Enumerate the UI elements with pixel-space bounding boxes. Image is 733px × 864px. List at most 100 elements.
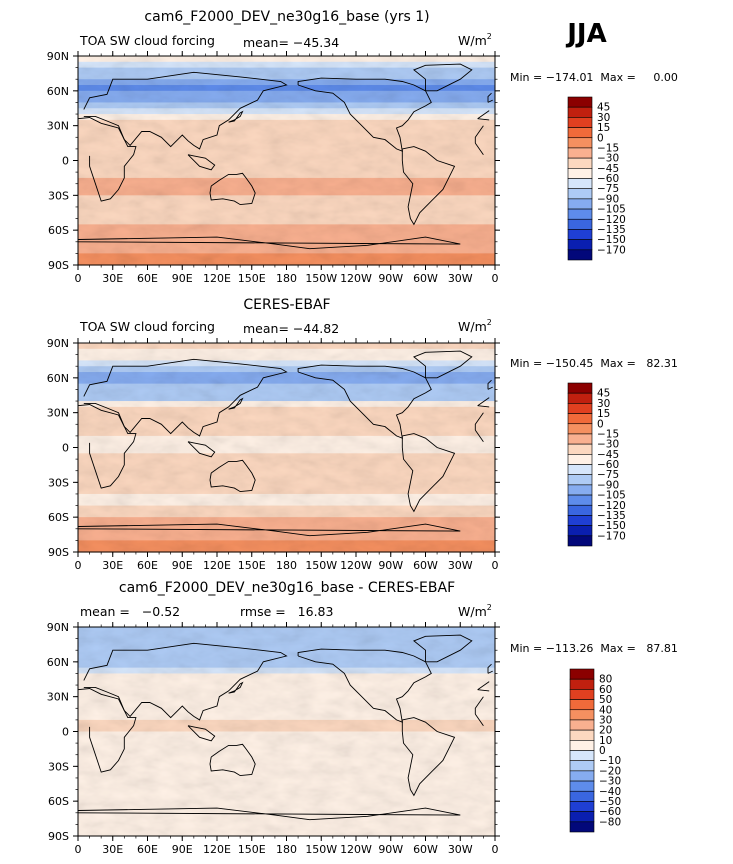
y-tick-label: 60N bbox=[47, 372, 69, 385]
panel-title: CERES-EBAF bbox=[243, 297, 330, 313]
minmax-label: Min = −113.26 Max = 87.81 bbox=[510, 642, 678, 655]
colorbar-label: −20 bbox=[599, 765, 621, 777]
lat-band bbox=[78, 667, 495, 675]
units-label: W/m2 bbox=[458, 32, 492, 48]
coastline bbox=[77, 807, 461, 821]
lat-band bbox=[78, 806, 495, 814]
colorbar-swatch bbox=[567, 157, 593, 169]
x-tick-label: 120W bbox=[340, 559, 372, 572]
lat-band bbox=[78, 389, 495, 396]
coastline bbox=[77, 236, 461, 250]
y-tick-label: 0 bbox=[62, 442, 69, 455]
lat-band bbox=[78, 830, 495, 837]
lat-band bbox=[78, 748, 495, 756]
panel-obs: CERES-EBAF TOA SW cloud forcing mean= −4… bbox=[47, 297, 678, 572]
lat-band bbox=[78, 719, 495, 727]
coastline bbox=[297, 77, 432, 152]
x-tick-label: 30W bbox=[448, 843, 473, 856]
lat-band bbox=[78, 424, 495, 431]
colorbar-swatch bbox=[569, 760, 595, 772]
colorbar-swatch bbox=[567, 515, 593, 526]
colorbar-label: −60 bbox=[597, 173, 619, 185]
left-label: TOA SW cloud forcing bbox=[79, 319, 215, 334]
colorbar-label: −60 bbox=[599, 806, 621, 818]
lat-band bbox=[78, 627, 495, 634]
colorbar-swatch bbox=[567, 178, 593, 189]
center-label: mean= −45.34 bbox=[243, 35, 339, 50]
coastline bbox=[401, 146, 456, 226]
lat-band bbox=[78, 172, 495, 179]
colorbar-label: 30 bbox=[597, 398, 610, 410]
colorbar-swatch bbox=[567, 423, 593, 435]
y-tick-label: 30N bbox=[47, 407, 69, 420]
colorbar-label: 0 bbox=[597, 132, 604, 144]
lat-band bbox=[78, 143, 495, 150]
coastline bbox=[413, 350, 473, 379]
left-label: mean = −0.52 bbox=[80, 604, 180, 619]
y-tick-label: 90N bbox=[47, 621, 69, 634]
lat-band bbox=[78, 183, 495, 191]
units-label: W/m2 bbox=[458, 318, 492, 334]
lat-band bbox=[78, 235, 495, 243]
colorbar-label: −15 bbox=[597, 142, 619, 154]
lat-band bbox=[78, 372, 495, 379]
colorbar-label: 30 bbox=[599, 714, 612, 726]
colorbar-swatch bbox=[569, 780, 595, 792]
map-plot: 0 30E 60E 90E 120E 150E 180 150W 120W 90W 60W 30W 09… bbox=[47, 337, 500, 572]
lat-band bbox=[78, 789, 495, 796]
coastline bbox=[77, 688, 484, 773]
coastline bbox=[487, 379, 493, 390]
colorbar-swatch bbox=[567, 117, 593, 128]
coastline bbox=[77, 117, 484, 202]
season-label: JJA bbox=[565, 19, 606, 49]
colorbar-swatch bbox=[567, 433, 593, 445]
lat-band bbox=[78, 85, 495, 92]
units-label: W/m2 bbox=[458, 603, 492, 619]
lat-band bbox=[78, 464, 495, 472]
colorbar-label: −75 bbox=[597, 469, 619, 481]
lat-band bbox=[78, 540, 495, 547]
coastline bbox=[187, 441, 216, 458]
colorbar: 4530150−15−30−45−60−75−90−105−120−135−15… bbox=[567, 96, 626, 261]
colorbar-swatch bbox=[567, 249, 593, 261]
colorbar-swatch bbox=[569, 770, 595, 782]
lat-band bbox=[78, 137, 495, 144]
colorbar-swatch bbox=[569, 750, 595, 761]
colorbar-swatch bbox=[567, 504, 593, 516]
x-tick-label: 90W bbox=[378, 559, 403, 572]
map-field bbox=[78, 627, 495, 837]
lat-band bbox=[78, 528, 495, 536]
map-field bbox=[78, 56, 495, 266]
y-tick-label: 90S bbox=[48, 259, 69, 272]
lat-band bbox=[78, 131, 495, 138]
colorbar-label: −135 bbox=[597, 224, 626, 236]
y-tick-label: 0 bbox=[62, 726, 69, 739]
colorbar-swatch bbox=[567, 198, 593, 210]
lat-band bbox=[78, 522, 495, 530]
coastline bbox=[487, 92, 493, 103]
lat-band bbox=[78, 195, 495, 202]
colorbar-swatch bbox=[569, 668, 595, 680]
lat-band bbox=[78, 201, 495, 208]
coastline bbox=[187, 725, 216, 742]
colorbar-swatch bbox=[569, 801, 595, 812]
lat-band bbox=[78, 189, 495, 196]
lat-band bbox=[78, 430, 495, 437]
x-tick-label: 30W bbox=[448, 559, 473, 572]
coastline bbox=[401, 433, 456, 513]
colorbar-swatch bbox=[567, 392, 593, 404]
panel-title: cam6_F2000_DEV_ne30g16_base - CERES-EBAF bbox=[119, 580, 455, 596]
colorbar-swatch bbox=[567, 474, 593, 486]
colorbar-label: −45 bbox=[597, 449, 619, 461]
colorbar-label: −50 bbox=[599, 796, 621, 808]
lat-band bbox=[78, 253, 495, 260]
colorbar-label: 0 bbox=[597, 418, 604, 430]
lat-band bbox=[78, 441, 495, 449]
y-tick-label: 60S bbox=[48, 511, 69, 524]
colorbar-label: −30 bbox=[597, 439, 619, 451]
lat-band bbox=[78, 412, 495, 420]
colorbar-swatch bbox=[567, 147, 593, 159]
colorbar-label: −40 bbox=[599, 786, 621, 798]
lat-band bbox=[78, 366, 495, 373]
x-tick-label: 120E bbox=[203, 843, 231, 856]
